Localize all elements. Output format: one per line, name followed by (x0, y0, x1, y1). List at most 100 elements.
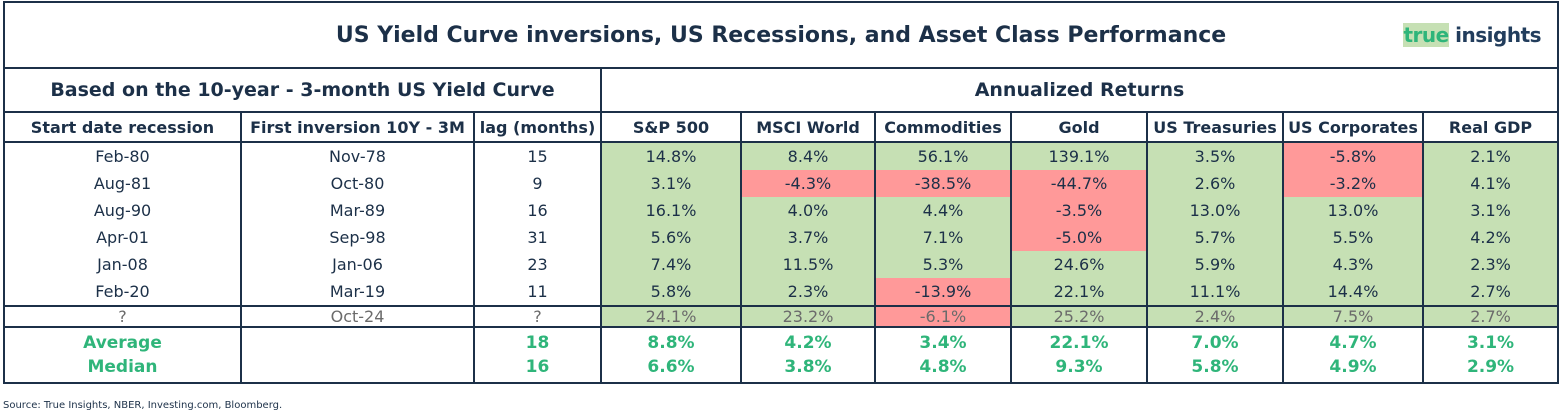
return-cell: 5.8% (600, 278, 742, 306)
return-cell: 3.1% (1421, 197, 1560, 224)
info-cell: Aug-81 (3, 170, 242, 197)
return-cell: 23.2% (740, 305, 876, 328)
info-cell: Sep-98 (240, 224, 475, 251)
table-title: US Yield Curve inversions, US Recessions… (335, 22, 1227, 48)
summary-cell: 8.8% (600, 327, 742, 355)
true-insights-logo: true insights (1403, 23, 1542, 47)
return-cell: 11.1% (1146, 278, 1284, 306)
average-row: Average 18 8.8% 4.2% 3.4% 22.1% 7.0% 4.7% 3.1% (3, 327, 1560, 355)
summary-cell: 3.8% (740, 355, 876, 384)
summary-cell: 4.2% (740, 327, 876, 355)
return-cell: 56.1% (874, 142, 1012, 170)
info-cell: Jan-06 (240, 251, 475, 278)
return-cell: 11.5% (740, 251, 876, 278)
return-cell: 2.6% (1146, 170, 1284, 197)
return-cell: 5.6% (600, 224, 742, 251)
summary-cell: 5.8% (1146, 355, 1284, 384)
return-cell: 5.7% (1146, 224, 1284, 251)
info-cell: 15 (473, 142, 602, 170)
return-cell: 4.3% (1282, 251, 1424, 278)
performance-table: US Yield Curve inversions, US Recessions… (2, 1, 1560, 384)
table-row: Aug-90 Mar-89 16 16.1% 4.0% 4.4% -3.5% 13.0% 13.… (3, 197, 1560, 224)
summary-cell: 4.7% (1282, 327, 1424, 355)
summary-cell: 9.3% (1010, 355, 1148, 384)
return-cell: -3.5% (1010, 197, 1148, 224)
return-cell: 7.4% (600, 251, 742, 278)
summary-cell: 2.9% (1421, 355, 1560, 384)
return-cell: 4.4% (874, 197, 1012, 224)
return-cell: -5.8% (1282, 142, 1424, 170)
return-cell: 5.3% (874, 251, 1012, 278)
info-cell: Mar-19 (240, 278, 475, 306)
return-cell: 24.6% (1010, 251, 1148, 278)
summary-cell (240, 327, 475, 355)
yield-curve-header: Based on the 10-year - 3-month US Yield … (3, 67, 602, 113)
return-cell: 7.1% (874, 224, 1012, 251)
return-cell: 2.7% (1421, 305, 1560, 328)
summary-cell: 22.1% (1010, 327, 1148, 355)
return-cell: -5.0% (1010, 224, 1148, 251)
summary-cell: Average (3, 327, 242, 355)
title-cell: US Yield Curve inversions, US Recessions… (2, 1, 1560, 69)
return-cell: -44.7% (1010, 170, 1148, 197)
info-cell: Feb-20 (3, 278, 242, 306)
source-note: Source: True Insights, NBER, Investing.c… (3, 400, 283, 411)
logo-insights: insights (1455, 23, 1542, 47)
summary-cell: 3.4% (874, 327, 1012, 355)
column-header: US Treasuries (1146, 111, 1284, 143)
summary-cell: 4.8% (874, 355, 1012, 384)
annualized-returns-header: Annualized Returns (599, 67, 1560, 113)
info-cell: ? (3, 305, 242, 328)
return-cell: 2.7% (1421, 278, 1560, 306)
summary-cell: 3.1% (1421, 327, 1560, 355)
return-cell: 2.3% (740, 278, 876, 306)
info-cell: 9 (473, 170, 602, 197)
column-header: First inversion 10Y - 3M (240, 111, 475, 143)
info-cell: Oct-80 (240, 170, 475, 197)
return-cell: 3.7% (740, 224, 876, 251)
return-cell: -13.9% (874, 278, 1012, 306)
return-cell: 24.1% (600, 305, 742, 328)
table-row: Feb-20 Mar-19 11 5.8% 2.3% -13.9% 22.1% 11.1% 14… (3, 278, 1560, 306)
return-cell: 4.1% (1421, 170, 1560, 197)
info-cell: Mar-89 (240, 197, 475, 224)
return-cell: 5.5% (1282, 224, 1424, 251)
column-header: MSCI World (740, 111, 876, 143)
return-cell: 13.0% (1146, 197, 1284, 224)
info-cell: Jan-08 (3, 251, 242, 278)
summary-cell: 7.0% (1146, 327, 1284, 355)
return-cell: -38.5% (874, 170, 1012, 197)
summary-cell: 18 (473, 327, 602, 355)
column-header: Real GDP (1421, 111, 1560, 143)
logo-true: true (1403, 23, 1449, 47)
return-cell: 16.1% (600, 197, 742, 224)
return-cell: 7.5% (1282, 305, 1424, 328)
return-cell: 4.0% (740, 197, 876, 224)
info-cell: Feb-80 (3, 142, 242, 170)
return-cell: 22.1% (1010, 278, 1148, 306)
info-cell: 31 (473, 224, 602, 251)
info-cell: Oct-24 (240, 305, 475, 328)
return-cell: 13.0% (1282, 197, 1424, 224)
return-cell: 139.1% (1010, 142, 1148, 170)
summary-cell: 16 (473, 355, 602, 384)
return-cell: 25.2% (1010, 305, 1148, 328)
return-cell: 3.5% (1146, 142, 1284, 170)
info-cell: 23 (473, 251, 602, 278)
info-cell: Aug-90 (3, 197, 242, 224)
table-row: ? Oct-24? 24.1% 23.2% -6.1% 25.2% 2.4% 7.5% 2.7% (3, 305, 1560, 328)
summary-cell: Median (3, 355, 242, 384)
column-header: Commodities (874, 111, 1012, 143)
column-header: lag (months) (473, 111, 602, 143)
column-header: US Corporates (1282, 111, 1424, 143)
median-row: Median 16 6.6% 3.8% 4.8% 9.3% 5.8% 4.9% 2.9% (3, 355, 1560, 384)
return-cell: 4.2% (1421, 224, 1560, 251)
return-cell: -4.3% (740, 170, 876, 197)
info-cell: Nov-78 (240, 142, 475, 170)
column-header: Start date recession (3, 111, 242, 143)
table-row: Aug-81 Oct-80 9 3.1% -4.3% -38.5% -44.7% 2.6% -3… (3, 170, 1560, 197)
table-row: Apr-01 Sep-98 31 5.6% 3.7% 7.1% -5.0% 5.7% 5.5% 4… (3, 224, 1560, 251)
return-cell: -6.1% (874, 305, 1012, 328)
return-cell: 3.1% (600, 170, 742, 197)
column-header: Gold (1010, 111, 1148, 143)
